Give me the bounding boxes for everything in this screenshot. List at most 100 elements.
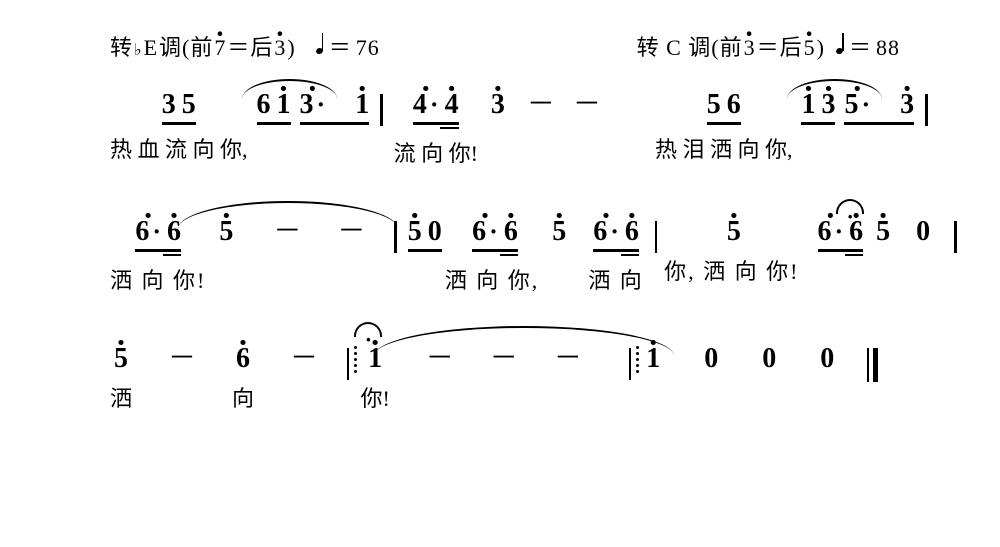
n: 6· xyxy=(593,217,619,247)
lyric: 向 xyxy=(232,388,254,410)
txt: 转 xyxy=(110,30,133,62)
n: 5 xyxy=(876,217,890,247)
n: 0 xyxy=(820,344,834,374)
measure: 1 0 0 0 xyxy=(642,344,838,374)
n: 6 xyxy=(849,217,863,247)
note: 7 xyxy=(214,35,226,61)
measure: 5 你, 洒 向 你! 6· 6 5 0 xyxy=(668,217,934,283)
eq: ＝ xyxy=(329,30,352,62)
n: 0 xyxy=(916,217,930,247)
key-change-left: 转 ♭ E 调(前 7 ＝后 3 ) ＝ 76 xyxy=(110,30,380,62)
n: 5 xyxy=(727,217,741,247)
txt: ) xyxy=(287,35,295,61)
lyric: 流 向 你! xyxy=(394,143,478,165)
music-line-2: 6· 6 洒 向 你! 5 － － 5 0 6· 6 洒 xyxy=(110,217,900,292)
n: 4 xyxy=(445,90,459,120)
music-line-3: 5 洒 － 6 向 － 1 你! － － xyxy=(110,344,900,410)
txt: ＝后 xyxy=(757,30,803,62)
n: 5 xyxy=(408,217,422,247)
n: 5 xyxy=(182,90,196,120)
music-line-1: 3 5 热 血 流 向 你, 6 1 3· 1 4· 4 xyxy=(110,90,900,165)
n: 4· xyxy=(413,90,439,120)
barline xyxy=(655,221,657,253)
lyric: 你, 洒 向 你! xyxy=(664,261,799,283)
txt: 调(前 xyxy=(159,30,213,62)
n: 3 xyxy=(491,90,505,120)
n: 0 xyxy=(428,217,442,247)
txt: E xyxy=(144,35,158,61)
n: 3 xyxy=(162,90,176,120)
n: 5 xyxy=(552,217,566,247)
lyric: 洒 向 你! xyxy=(110,270,206,292)
txt: ＝后 xyxy=(227,30,273,62)
dotted-stem xyxy=(354,346,357,373)
measure: 1 你! － － － xyxy=(360,344,581,410)
n: 6· xyxy=(472,217,498,247)
key-change-right: 转 C 调(前 3 ＝后 5 ) ＝ 88 xyxy=(637,30,900,62)
quarter-note-icon xyxy=(316,33,325,55)
dotted-stem xyxy=(636,346,639,373)
dash: － xyxy=(554,344,582,374)
tempo-left: ＝ 76 xyxy=(316,30,380,62)
n: 1 xyxy=(646,344,660,374)
measure: 6· 6 洒 向 你! 5 － － xyxy=(110,217,365,292)
n: 5 xyxy=(219,217,233,247)
measure: 5 0 6· 6 洒 向 你, 5 6· 6 洒 向 xyxy=(408,217,644,292)
txt: ) xyxy=(817,35,825,61)
measure: 3 5 热 血 流 向 你, 6 1 3· 1 xyxy=(110,90,369,161)
n: 5 xyxy=(114,344,128,374)
dash: － xyxy=(337,217,365,247)
measure: 5 6 热 泪 洒 向 你, 1 3 5· 3 xyxy=(655,90,914,161)
measure: 5 洒 － 6 向 － xyxy=(110,344,318,410)
txt: 转 C 调(前 xyxy=(637,30,743,62)
n: 1 xyxy=(368,344,382,374)
dash: － xyxy=(168,344,196,374)
slur xyxy=(374,326,674,356)
n: 1 xyxy=(355,90,369,120)
n: 3 xyxy=(900,90,914,120)
final-barline xyxy=(867,348,878,382)
val: 76 xyxy=(356,35,380,61)
lyric: 洒 xyxy=(110,388,132,410)
lyric: 洒 向 xyxy=(588,270,644,292)
dash: － xyxy=(527,90,555,120)
quarter-note-icon xyxy=(836,33,845,55)
lyric: 你! xyxy=(360,388,389,410)
n: 6· xyxy=(135,217,161,247)
header-line: 转 ♭ E 调(前 7 ＝后 3 ) ＝ 76 转 C 调(前 3 ＝后 5 ) xyxy=(110,30,900,62)
barline xyxy=(380,94,382,126)
n: 5· xyxy=(844,90,870,120)
lyric: 热 血 流 向 你, xyxy=(110,139,248,161)
measure: 4· 4 流 向 你! 3 － － xyxy=(394,90,601,165)
n: 1 xyxy=(277,90,291,120)
barline xyxy=(347,348,349,380)
dash: － xyxy=(426,344,454,374)
dash: － xyxy=(273,217,301,247)
tempo-right: ＝ 88 xyxy=(836,30,900,62)
note: 5 xyxy=(804,35,816,61)
n: 6 xyxy=(257,90,271,120)
n: 0 xyxy=(704,344,718,374)
n: 6 xyxy=(504,217,518,247)
n: 0 xyxy=(762,344,776,374)
n: 1 xyxy=(801,90,815,120)
note: 3 xyxy=(274,35,286,61)
lyric: 洒 向 你, xyxy=(445,270,540,292)
lyric: 热 泪 洒 向 你, xyxy=(655,139,793,161)
n: 5 xyxy=(707,90,721,120)
n: 6 xyxy=(727,90,741,120)
n: 6· xyxy=(818,217,844,247)
n: 3 xyxy=(821,90,835,120)
n: 6 xyxy=(236,344,250,374)
val: 88 xyxy=(876,35,900,61)
eq: ＝ xyxy=(849,30,872,62)
note: 3 xyxy=(744,35,756,61)
jianpu-sheet: 转 ♭ E 调(前 7 ＝后 3 ) ＝ 76 转 C 调(前 3 ＝后 5 ) xyxy=(0,0,1000,440)
dash: － xyxy=(490,344,518,374)
dash: － xyxy=(290,344,318,374)
n: 6 xyxy=(625,217,639,247)
n: 6 xyxy=(167,217,181,247)
flat-sign: ♭ xyxy=(134,40,143,60)
n: 3· xyxy=(300,90,326,120)
barline xyxy=(925,94,927,126)
